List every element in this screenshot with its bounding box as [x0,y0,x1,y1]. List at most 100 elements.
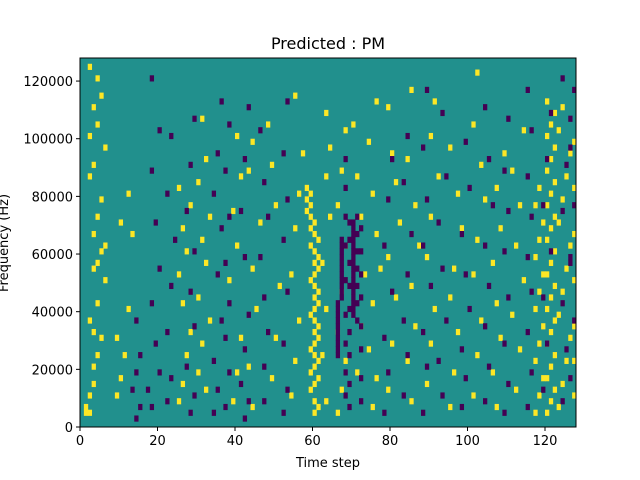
heatmap-cell-high [552,386,558,393]
heatmap-cell-high [568,242,573,249]
heatmap-cell-high [207,213,213,220]
heatmap-cell-low [359,271,364,278]
heatmap-cell-high [548,156,554,163]
heatmap-cell-high [471,271,476,278]
heatmap-cell-low [359,398,364,405]
heatmap-cell-low [215,386,220,393]
y-axis: 0 20000 40000 60000 80000 100000 120000 [23,75,80,436]
heatmap-cell-high [428,340,434,347]
heatmap-cell-low [134,415,139,422]
heatmap-cell-low [188,288,193,295]
heatmap-cell-low [529,213,534,220]
heatmap-cell-high [339,386,344,393]
heatmap-cell-low [355,213,360,220]
heatmap-cell-high [572,323,577,330]
heatmap-cell-high [316,265,321,272]
heatmap-cell-low [130,386,135,393]
heatmap-cell-low [343,392,348,399]
heatmap-cell-low [506,115,511,122]
heatmap-cell-low [463,271,468,278]
y-tick-label: 40000 [32,306,73,321]
heatmap-cell-low [227,300,232,307]
heatmap-cell-low [153,340,158,347]
heatmap-cell-low [545,156,550,163]
heatmap-cell-high [541,219,546,226]
heatmap-cell-high [231,398,236,405]
heatmap-cell-high [374,98,379,105]
heatmap-cell-low [541,294,546,301]
heatmap-cell-low [401,317,406,324]
heatmap-cell-high [308,213,313,220]
heatmap-cell-high [448,144,453,151]
heatmap-cell-high [103,144,108,151]
heatmap-cell-high [521,277,527,284]
heatmap-cell-low [145,386,151,393]
heatmap-cell-high [355,369,360,376]
heatmap-cell-low [525,86,530,93]
y-tick-label: 0 [65,421,73,436]
heatmap-cell-low [564,161,569,168]
heatmap-cell-low [223,259,228,266]
heatmap-cell-high [316,334,321,341]
heatmap-cell-high [548,328,554,336]
heatmap-cell-high [118,375,124,382]
heatmap-cell-low [351,305,356,313]
heatmap-cell-high [300,150,306,157]
x-tick-label: 40 [227,434,244,449]
heatmap-cell-high [475,352,480,359]
heatmap-cell-high [537,236,542,243]
heatmap-cell-high [91,265,96,272]
heatmap-cell-high [409,86,414,93]
heatmap-cell-low [405,271,410,278]
heatmap-cell-low [335,352,341,359]
y-tick-label: 100000 [23,133,73,148]
heatmap-cell-high [548,190,554,197]
heatmap-cell-high [572,230,577,238]
heatmap-cell-high [548,294,554,301]
heatmap-cell-high [308,277,313,284]
heatmap-cell-high [475,236,480,243]
heatmap-cell-low [157,369,162,376]
heatmap-cell-high [390,150,395,157]
heatmap-cell-high [95,213,100,220]
heatmap-cell-high [552,213,558,220]
heatmap-cell-high [413,202,418,209]
heatmap-cell-high [324,173,329,180]
heatmap-cell-high [556,311,561,318]
heatmap-cell-low [339,254,344,261]
heatmap-cell-low [285,386,290,393]
heatmap-cell-low [436,219,441,226]
heatmap-cell-high [250,265,255,272]
heatmap-cell-low [258,254,263,261]
heatmap-cell-high [87,392,93,399]
y-tick-label: 20000 [32,363,73,378]
heatmap-cell-low [138,352,143,359]
heatmap-cell-high [196,294,201,301]
heatmap-cell-high [312,282,317,290]
heatmap-cell-high [103,277,108,284]
heatmap-cell-high [91,328,96,336]
heatmap-cell-low [560,300,565,307]
heatmap-cell-low [335,346,341,353]
heatmap-cell-high [428,213,434,220]
heatmap-cell-high [428,132,434,140]
heatmap-cell-low [285,98,290,105]
heatmap-cell-high [312,248,317,255]
heatmap-cell-low [483,242,488,249]
heatmap-cell-low [560,75,565,82]
heatmap-cell-high [552,109,558,117]
heatmap-cell-low [347,352,352,359]
heatmap-cell-high [545,98,550,105]
heatmap-cell-high [184,248,189,255]
heatmap-cell-low [281,409,286,416]
heatmap-cell-high [339,167,344,174]
heatmap-cell-high [114,392,120,399]
heatmap-cell-high [572,357,577,364]
x-tick-label: 80 [382,434,399,449]
heatmap-cell-low [227,369,232,376]
heatmap-cell-high [548,259,554,266]
heatmap-cell-high [250,403,255,411]
heatmap-cell-high [254,305,259,313]
heatmap-cell-high [359,213,364,220]
plot-frame [79,57,577,428]
